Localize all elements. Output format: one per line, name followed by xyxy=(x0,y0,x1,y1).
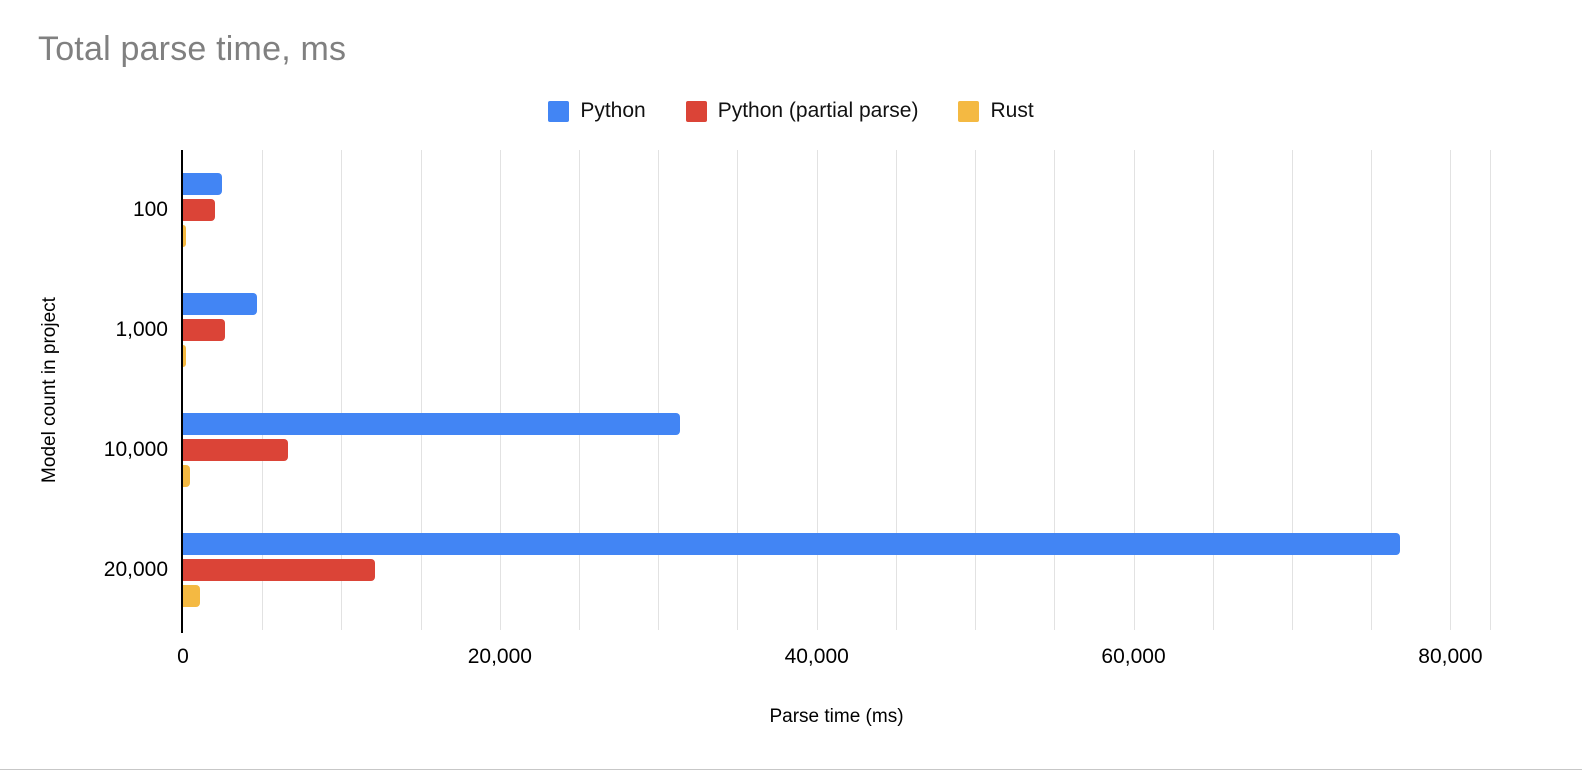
bar-python-20000 xyxy=(183,533,1400,555)
gridline xyxy=(1291,150,1293,630)
plot-area: 100 1,000 10,000 20,000 0 20,000 40,000 60,000 8… xyxy=(104,150,1491,668)
x-tick-label: 60,000 xyxy=(1101,645,1166,668)
gridline xyxy=(1371,150,1373,630)
y-tick-label: 1,000 xyxy=(115,318,168,341)
legend-label: Python (partial parse) xyxy=(717,99,919,122)
bar-rust-100 xyxy=(183,225,186,247)
gridline xyxy=(1450,150,1452,630)
bar-rust-20000 xyxy=(183,585,200,607)
legend-color-swatch-icon xyxy=(548,100,570,122)
legend-label: Rust xyxy=(990,99,1034,122)
y-axis-line xyxy=(181,150,183,633)
gridline xyxy=(579,150,581,630)
legend-item: Python xyxy=(548,99,646,123)
bar-rust-10000 xyxy=(183,465,191,487)
x-tick-label: 0 xyxy=(177,645,189,668)
y-axis-title: Model count in project xyxy=(39,297,60,483)
y-tick-label: 10,000 xyxy=(103,438,168,461)
gridline xyxy=(816,150,818,630)
x-tick-label: 20,000 xyxy=(467,645,532,668)
bar-python-1000 xyxy=(183,293,257,315)
gridline xyxy=(975,150,977,630)
gridline xyxy=(895,150,897,630)
gridline xyxy=(737,150,739,630)
gridline xyxy=(1212,150,1214,630)
gridline xyxy=(1133,150,1135,630)
gridline xyxy=(262,150,264,630)
legend-label: Python xyxy=(580,99,646,122)
legend-item: Python (partial parse) xyxy=(685,99,919,123)
x-tick-label: 40,000 xyxy=(784,645,849,668)
bar-rust-1000 xyxy=(183,345,187,367)
x-axis-title: Parse time (ms) xyxy=(769,706,904,727)
bar-python-partial-parse-10000 xyxy=(183,439,289,461)
gridline xyxy=(1054,150,1056,630)
legend-color-swatch-icon xyxy=(685,100,707,122)
gridline xyxy=(341,150,343,630)
bar-python-partial-parse-100 xyxy=(183,199,215,221)
chart-legend: Python Python (partial parse) Rust xyxy=(0,99,1582,123)
legend-color-swatch-icon xyxy=(958,100,980,122)
gridline xyxy=(658,150,660,630)
legend-item: Rust xyxy=(958,99,1034,123)
chart-title: Total parse time, ms xyxy=(38,30,347,68)
gridline xyxy=(499,150,501,630)
gridline xyxy=(1490,150,1491,630)
bar-python-10000 xyxy=(183,413,681,435)
bar-python-100 xyxy=(183,173,222,195)
gridline xyxy=(420,150,422,630)
y-tick-label: 20,000 xyxy=(103,558,168,581)
bar-python-partial-parse-20000 xyxy=(183,559,376,581)
bottom-divider xyxy=(0,769,1582,770)
bar-python-partial-parse-1000 xyxy=(183,319,225,341)
x-tick-label: 80,000 xyxy=(1418,645,1483,668)
y-tick-label: 100 xyxy=(132,198,168,221)
